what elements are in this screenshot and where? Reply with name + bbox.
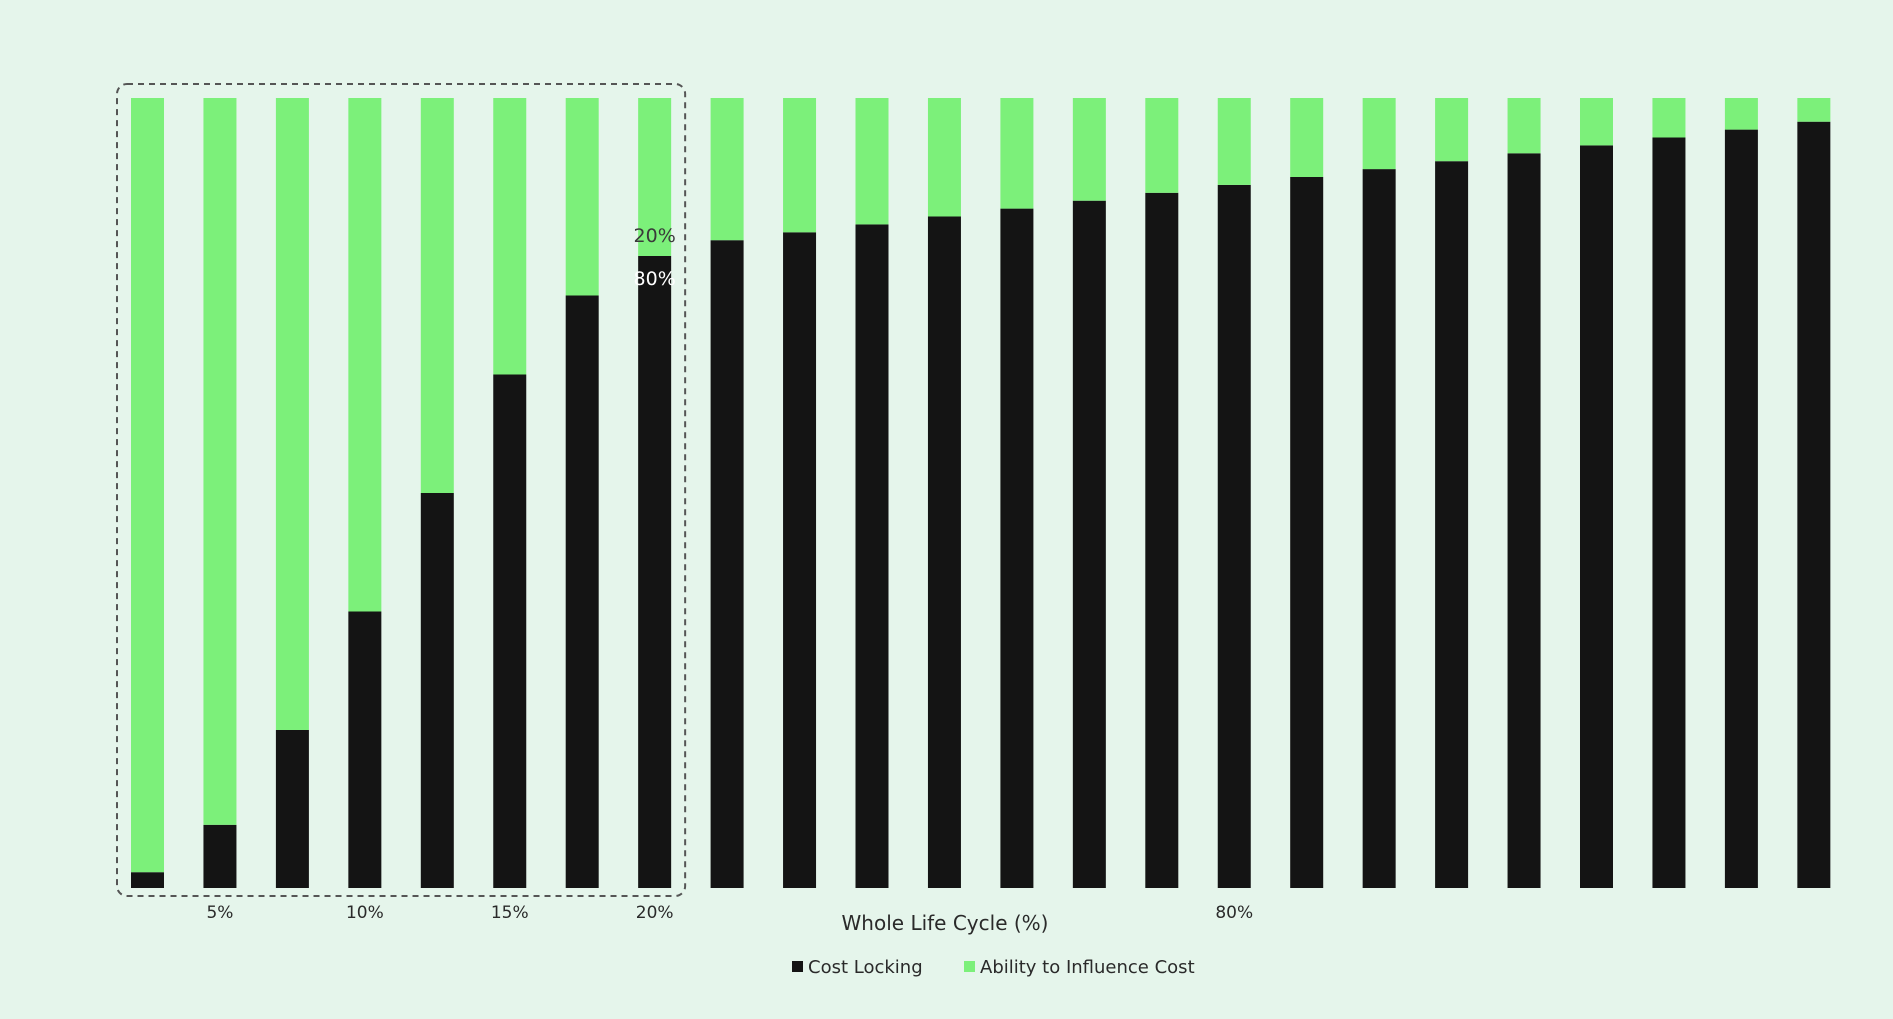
x-axis-title: Whole Life Cycle (%) bbox=[842, 911, 1049, 935]
bar-cost-locking-21 bbox=[1580, 145, 1613, 888]
bar-cost-locking-12 bbox=[927, 216, 961, 888]
bar-cost-locking-22 bbox=[1652, 137, 1686, 888]
bar-cost-locking-5 bbox=[420, 493, 454, 888]
legend-label-ability-to-influence-cost: Ability to Influence Cost bbox=[980, 957, 1195, 978]
bar-ability-to-influence-cost-5 bbox=[420, 98, 454, 493]
bar-ability-to-influence-cost-22 bbox=[1652, 98, 1686, 138]
bar-cost-locking-17 bbox=[1290, 177, 1324, 888]
x-tick-label: 10% bbox=[346, 903, 384, 923]
bar-ability-to-influence-cost-18 bbox=[1362, 98, 1396, 170]
annotations-group: 20% 80% bbox=[634, 225, 676, 290]
bar-cost-locking-11 bbox=[855, 224, 889, 888]
legend-swatch-cost-locking bbox=[792, 961, 803, 972]
bar-ability-to-influence-cost-6 bbox=[493, 98, 527, 375]
legend-label-cost-locking: Cost Locking bbox=[808, 957, 923, 978]
bar-cost-locking-13 bbox=[1000, 208, 1034, 889]
bar-ability-to-influence-cost-16 bbox=[1217, 98, 1251, 185]
legend-swatch-ability-to-influence-cost bbox=[964, 961, 975, 972]
bar-cost-locking-3 bbox=[275, 730, 309, 888]
bars-group bbox=[131, 98, 1831, 889]
x-tick-label: 80% bbox=[1215, 903, 1253, 923]
bar-ability-to-influence-cost-2 bbox=[203, 98, 237, 825]
bar-cost-locking-4 bbox=[348, 611, 382, 888]
bar-ability-to-influence-cost-19 bbox=[1435, 98, 1469, 162]
bar-ability-to-influence-cost-21 bbox=[1580, 98, 1613, 146]
bar-ability-to-influence-cost-20 bbox=[1507, 98, 1541, 154]
highlight-region bbox=[116, 83, 687, 897]
bar-cost-locking-18 bbox=[1362, 169, 1396, 889]
bar-cost-locking-2 bbox=[203, 824, 237, 888]
bar-ability-to-influence-cost-7 bbox=[565, 98, 599, 296]
bar-cost-locking-15 bbox=[1145, 192, 1179, 889]
bar-ability-to-influence-cost-4 bbox=[348, 98, 382, 612]
legend: Cost Locking Ability to Influence Cost bbox=[792, 957, 1195, 978]
x-tick-label: 20% bbox=[636, 903, 674, 923]
bar-ability-to-influence-cost-3 bbox=[275, 98, 309, 730]
bar-ability-to-influence-cost-17 bbox=[1290, 98, 1324, 177]
bar-cost-locking-9 bbox=[710, 240, 744, 888]
bar-ability-to-influence-cost-23 bbox=[1724, 98, 1758, 130]
bar-cost-locking-14 bbox=[1072, 200, 1106, 888]
bar-cost-locking-19 bbox=[1435, 161, 1469, 888]
bar-ability-to-influence-cost-11 bbox=[855, 98, 889, 225]
bar-ability-to-influence-cost-10 bbox=[783, 98, 817, 233]
bar-cost-locking-16 bbox=[1217, 184, 1251, 888]
bar-cost-locking-8 bbox=[638, 256, 672, 888]
x-tick-label: 15% bbox=[491, 903, 529, 923]
bar-cost-locking-23 bbox=[1724, 129, 1758, 889]
bar-ability-to-influence-cost-9 bbox=[710, 98, 744, 241]
bar-ability-to-influence-cost-13 bbox=[1000, 98, 1034, 209]
x-tick-labels: 5% 10% 15% 20% 80% bbox=[206, 903, 1253, 923]
bar-ability-to-influence-cost-8 bbox=[638, 98, 672, 256]
bar-cost-locking-20 bbox=[1507, 153, 1541, 889]
bar-cost-locking-10 bbox=[783, 232, 817, 889]
annotation-cost-locking: 80% bbox=[634, 268, 676, 290]
bar-cost-locking-6 bbox=[493, 374, 527, 888]
bar-cost-locking-24 bbox=[1797, 121, 1831, 888]
bar-cost-locking-7 bbox=[565, 295, 599, 888]
x-tick-label: 5% bbox=[206, 903, 233, 923]
bar-ability-to-influence-cost-14 bbox=[1072, 98, 1106, 201]
bar-ability-to-influence-cost-15 bbox=[1145, 98, 1179, 193]
bar-ability-to-influence-cost-12 bbox=[927, 98, 961, 217]
bar-cost-locking-1 bbox=[131, 872, 164, 888]
bar-ability-to-influence-cost-24 bbox=[1797, 98, 1831, 122]
bar-ability-to-influence-cost-1 bbox=[131, 98, 164, 873]
annotation-ability-to-influence-cost: 20% bbox=[634, 225, 676, 247]
